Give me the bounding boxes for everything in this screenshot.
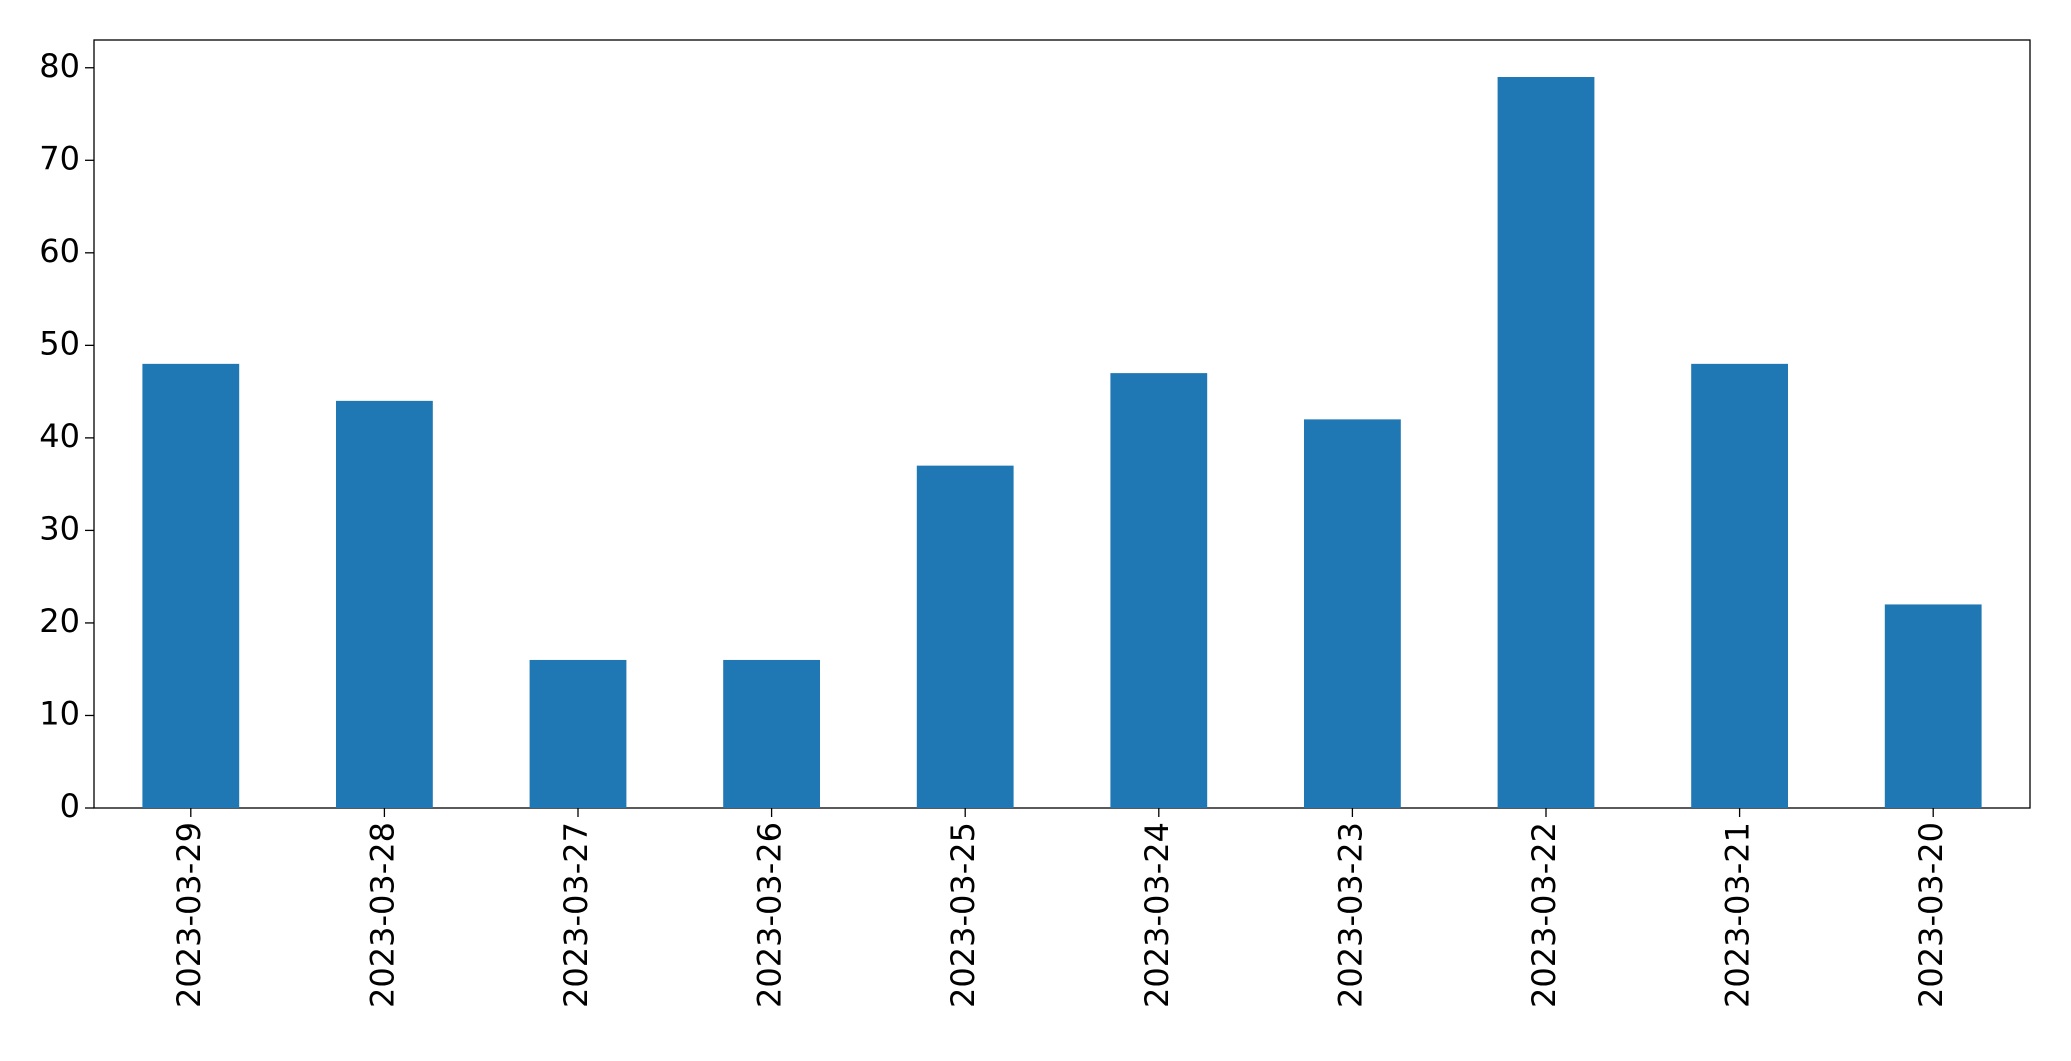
bar (916, 465, 1014, 808)
bar (142, 363, 240, 808)
bar (529, 659, 627, 808)
y-tick-label: 0 (60, 787, 80, 825)
x-tick-label: 2023-03-26 (751, 822, 789, 1008)
bar (1497, 77, 1595, 809)
x-tick-label: 2023-03-22 (1525, 822, 1563, 1008)
y-tick-label: 70 (39, 139, 80, 177)
x-tick-label: 2023-03-20 (1912, 822, 1950, 1008)
plot-frame (93, 39, 2031, 809)
y-tick-label: 60 (39, 232, 80, 270)
x-tick-label: 2023-03-23 (1331, 822, 1369, 1008)
x-tick-label: 2023-03-21 (1719, 822, 1757, 1008)
x-tick-label: 2023-03-24 (1138, 822, 1176, 1008)
x-tick-label: 2023-03-28 (363, 822, 401, 1008)
y-tick-label: 10 (39, 694, 80, 732)
bar (723, 659, 820, 808)
bar (336, 400, 433, 808)
bar (1110, 373, 1208, 808)
bar (1884, 604, 1982, 808)
x-tick-label: 2023-03-25 (944, 822, 982, 1008)
bar (1304, 419, 1401, 808)
x-tick-label: 2023-03-27 (557, 822, 595, 1008)
bar (1691, 363, 1788, 808)
y-tick-label: 80 (39, 47, 80, 85)
x-tick-label: 2023-03-29 (170, 822, 208, 1008)
y-tick-label: 20 (39, 602, 80, 640)
y-tick-label: 50 (39, 324, 80, 362)
y-tick-label: 30 (39, 509, 80, 547)
y-tick-label: 40 (39, 417, 80, 455)
